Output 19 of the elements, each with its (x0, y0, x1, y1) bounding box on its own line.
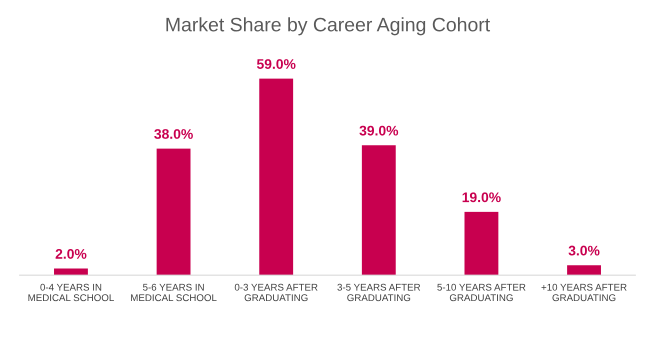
bar (362, 145, 396, 276)
bar (156, 148, 191, 276)
data-label: 59.0% (256, 59, 296, 69)
bar (464, 212, 498, 276)
x-tick-label: +10 YEARS AFTER GRADUATING (542, 284, 627, 302)
x-tick-label: 5-10 YEARS AFTER GRADUATING (437, 284, 526, 302)
x-tick-label: 5-6 YEARS IN MEDICAL SCHOOL (131, 284, 217, 302)
data-label: 19.0% (462, 192, 501, 202)
data-label: 3.0% (568, 246, 600, 256)
x-tick-label: 0-3 YEARS AFTER GRADUATING (234, 284, 318, 302)
bar (54, 268, 88, 276)
data-label: 2.0% (56, 249, 86, 259)
bar (567, 265, 601, 276)
x-tick-label: 0-4 YEARS IN MEDICAL SCHOOL (28, 284, 114, 302)
bar (259, 78, 294, 276)
data-label: 38.0% (154, 129, 193, 139)
data-label: 39.0% (359, 126, 398, 136)
chart-title: Market Share by Career Aging Cohort (166, 17, 490, 36)
x-tick-label: 3-5 YEARS AFTER GRADUATING (337, 284, 420, 302)
